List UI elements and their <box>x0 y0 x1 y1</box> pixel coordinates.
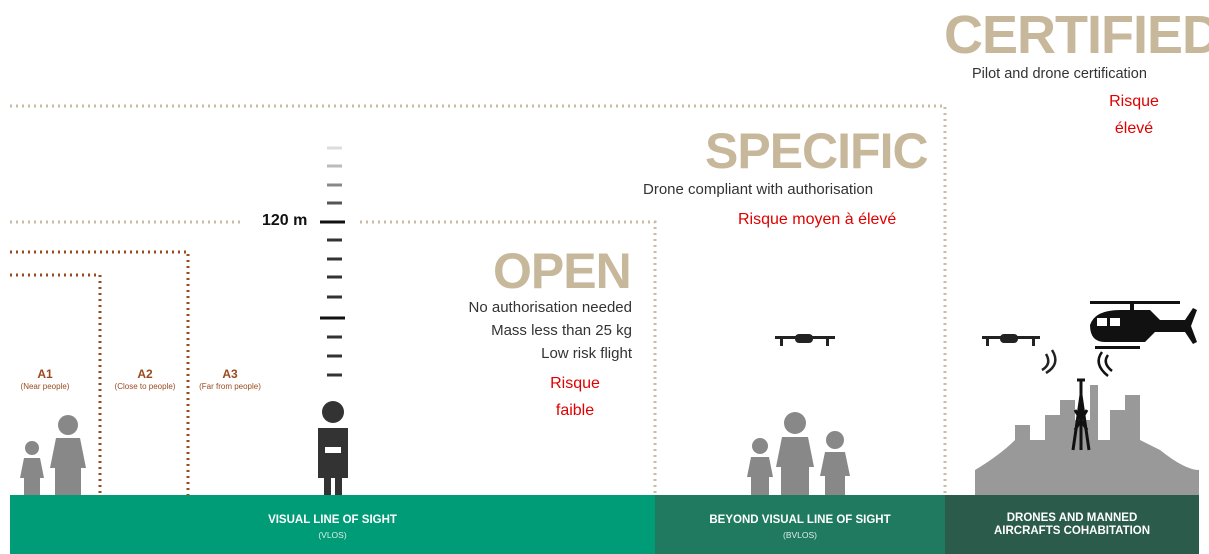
subcategory-label: A2 <box>115 367 175 381</box>
drone-icon <box>775 334 835 346</box>
risk-label: Risque faible <box>540 370 610 424</box>
zone-label: DRONES AND MANNED AIRCRAFTS COHABITATION <box>983 512 1161 538</box>
people-icon <box>20 415 86 495</box>
zone-abbreviation: (VLOS) <box>10 530 655 540</box>
city-icon <box>975 380 1199 495</box>
category-title: SPECIFIC <box>705 122 928 180</box>
subcategory-label: A3 <box>200 367 260 381</box>
page: CERTIFIED Pilot and drone certification … <box>0 0 1209 554</box>
height-ruler <box>320 148 345 375</box>
subcategory-label: A1 <box>15 367 75 381</box>
category-description: Drone compliant with authorisation <box>643 181 873 198</box>
people-icon-bvlos <box>747 412 850 495</box>
open-condition: Low risk flight <box>541 345 632 362</box>
category-description: Pilot and drone certification <box>972 66 1147 82</box>
drone-icon-certified <box>982 334 1055 373</box>
category-title: OPEN <box>493 242 631 300</box>
zone-abbreviation: (BVLOS) <box>655 530 945 540</box>
zone-label: VISUAL LINE OF SIGHT <box>10 514 655 526</box>
open-condition: Mass less than 25 kg <box>491 322 632 339</box>
category-title: CERTIFIED <box>944 4 1209 66</box>
pilot-icon <box>318 401 348 495</box>
risk-label: Risque moyen à élevé <box>738 206 896 233</box>
subcategory-description: (Near people) <box>5 382 85 391</box>
height-limit: 120 m <box>262 212 307 230</box>
risk-label: Risque élevé <box>1094 88 1174 142</box>
open-condition: No authorisation needed <box>469 299 632 316</box>
subcategory-description: (Close to people) <box>103 382 187 391</box>
zone-label: BEYOND VISUAL LINE OF SIGHT <box>655 514 945 526</box>
helicopter-icon <box>1090 301 1197 376</box>
subcategory-description: (Far from people) <box>190 382 270 391</box>
